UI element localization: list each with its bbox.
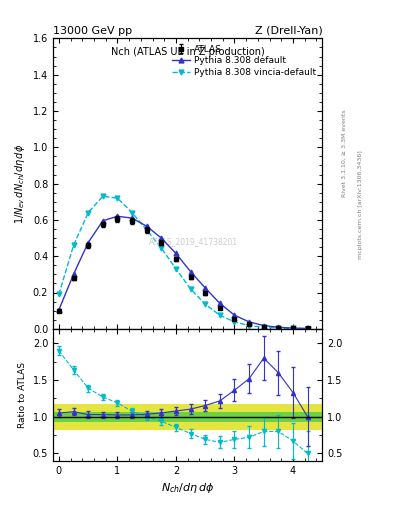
- Text: 13000 GeV pp: 13000 GeV pp: [53, 26, 132, 36]
- Text: Rivet 3.1.10, ≥ 3.3M events: Rivet 3.1.10, ≥ 3.3M events: [342, 110, 347, 198]
- Pythia 8.308 default: [130, 215, 134, 221]
- Pythia 8.308 default: [305, 325, 310, 331]
- Pythia 8.308 default: [232, 312, 237, 318]
- Pythia 8.308 vincia-default: [130, 209, 134, 216]
- Pythia 8.308 default: [188, 269, 193, 275]
- Pythia 8.308 vincia-default: [291, 325, 296, 331]
- Pythia 8.308 vincia-default: [261, 324, 266, 330]
- Pythia 8.308 vincia-default: [159, 245, 163, 251]
- Pythia 8.308 default: [57, 307, 61, 313]
- Line: Pythia 8.308 default: Pythia 8.308 default: [57, 214, 310, 331]
- Text: Z (Drell-Yan): Z (Drell-Yan): [255, 26, 322, 36]
- Y-axis label: Ratio to ATLAS: Ratio to ATLAS: [18, 362, 27, 428]
- Pythia 8.308 vincia-default: [276, 325, 281, 331]
- Pythia 8.308 vincia-default: [115, 195, 120, 201]
- Pythia 8.308 default: [217, 301, 222, 307]
- Pythia 8.308 vincia-default: [144, 227, 149, 233]
- Pythia 8.308 default: [276, 324, 281, 330]
- Pythia 8.308 default: [291, 325, 296, 331]
- Pythia 8.308 vincia-default: [305, 326, 310, 332]
- Pythia 8.308 vincia-default: [247, 323, 252, 329]
- Pythia 8.308 default: [115, 213, 120, 219]
- Pythia 8.308 default: [71, 271, 76, 278]
- Y-axis label: $1/N_{ev}\,dN_{ch}/d\eta\,d\phi$: $1/N_{ev}\,dN_{ch}/d\eta\,d\phi$: [13, 143, 27, 224]
- Pythia 8.308 vincia-default: [203, 301, 208, 307]
- Pythia 8.308 vincia-default: [71, 242, 76, 248]
- Pythia 8.308 default: [101, 218, 105, 224]
- Pythia 8.308 default: [86, 240, 90, 246]
- Line: Pythia 8.308 vincia-default: Pythia 8.308 vincia-default: [57, 194, 310, 331]
- Bar: [53, 412, 322, 422]
- Pythia 8.308 default: [159, 235, 163, 241]
- Text: ATLAS_2019_41738201: ATLAS_2019_41738201: [149, 237, 238, 246]
- Pythia 8.308 vincia-default: [188, 286, 193, 292]
- Legend: ATLAS, Pythia 8.308 default, Pythia 8.308 vincia-default: ATLAS, Pythia 8.308 default, Pythia 8.30…: [169, 41, 320, 81]
- Bar: [53, 403, 322, 430]
- Pythia 8.308 vincia-default: [217, 312, 222, 318]
- X-axis label: $N_{ch}/d\eta\,d\phi$: $N_{ch}/d\eta\,d\phi$: [161, 481, 215, 495]
- Pythia 8.308 default: [203, 285, 208, 291]
- Pythia 8.308 vincia-default: [232, 319, 237, 325]
- Pythia 8.308 vincia-default: [101, 193, 105, 199]
- Pythia 8.308 default: [174, 250, 178, 257]
- Pythia 8.308 default: [144, 223, 149, 229]
- Text: mcplots.cern.ch [arXiv:1306.3436]: mcplots.cern.ch [arXiv:1306.3436]: [358, 151, 363, 259]
- Pythia 8.308 default: [247, 319, 252, 325]
- Pythia 8.308 vincia-default: [57, 291, 61, 297]
- Pythia 8.308 default: [261, 323, 266, 329]
- Text: Nch (ATLAS UE in Z production): Nch (ATLAS UE in Z production): [111, 47, 264, 57]
- Pythia 8.308 vincia-default: [86, 209, 90, 216]
- Pythia 8.308 vincia-default: [174, 266, 178, 272]
